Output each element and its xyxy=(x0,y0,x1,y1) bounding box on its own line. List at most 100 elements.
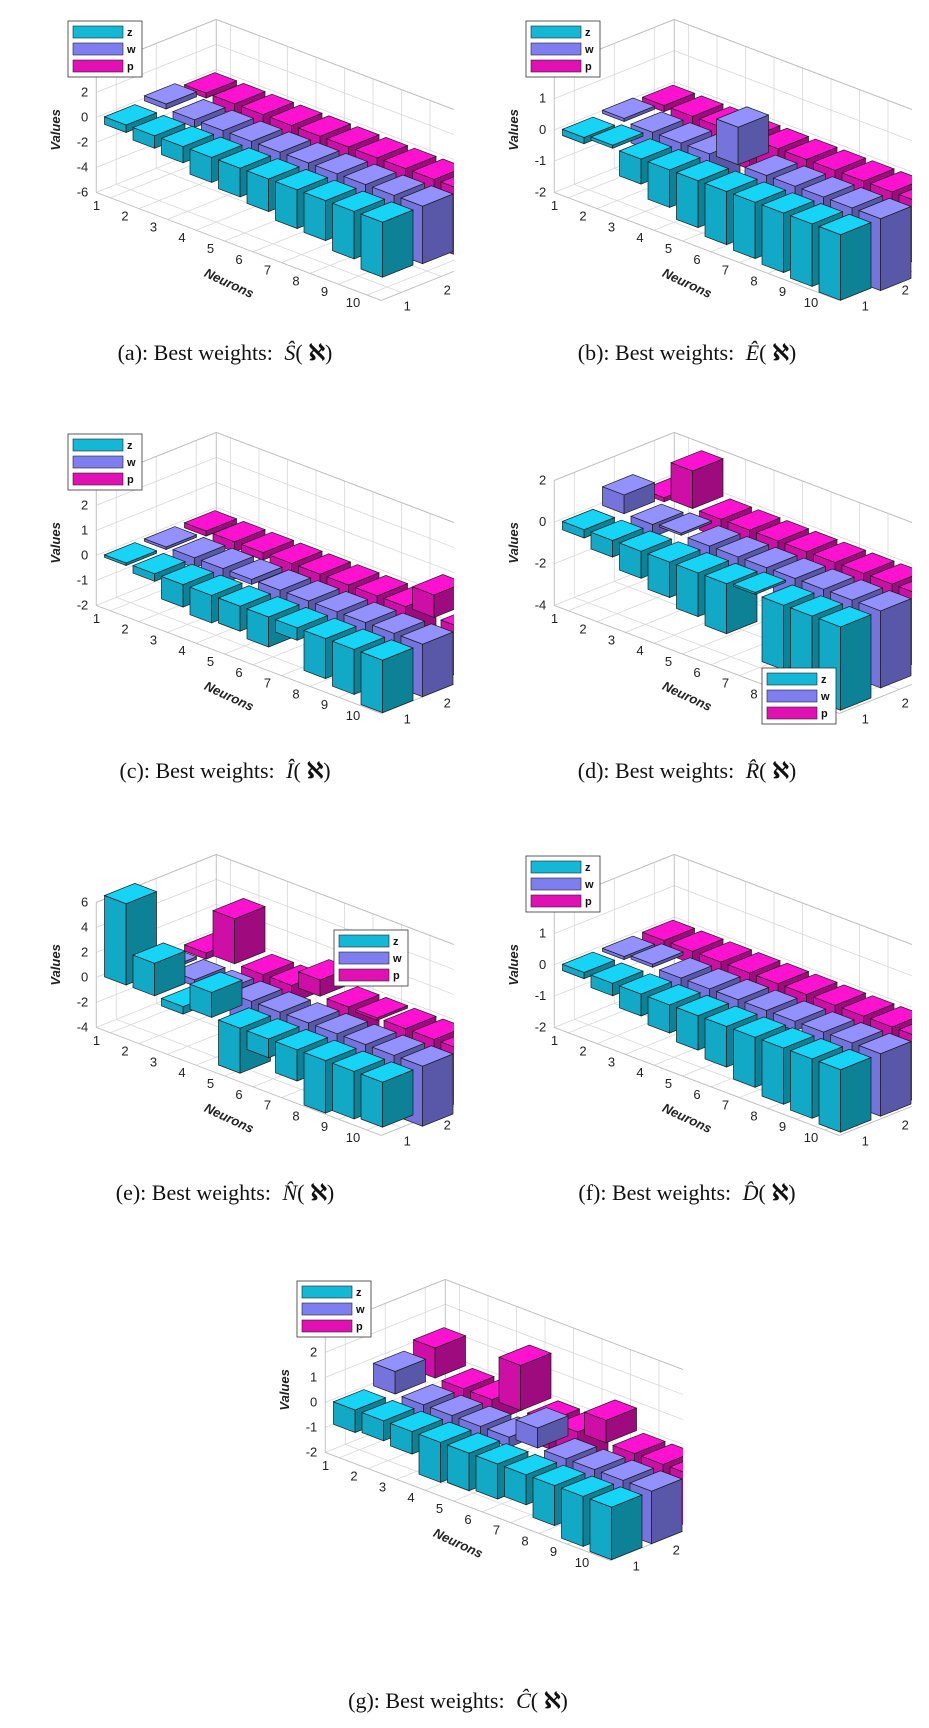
neuron-tick-label: 4 xyxy=(636,643,643,658)
neuron-tick-label: 3 xyxy=(608,632,615,647)
neuron-tick-label: 8 xyxy=(750,273,757,288)
caption-f-aleph: ℵ xyxy=(771,1180,789,1205)
bar-p-neuron-9 xyxy=(411,574,454,618)
neuron-tick-label: 1 xyxy=(93,198,100,213)
legend-swatch-z xyxy=(72,438,124,452)
z-tick-label: 1 xyxy=(81,522,88,537)
caption-a-prefix: Best weights: xyxy=(153,340,273,365)
neuron-tick-label: 6 xyxy=(235,665,242,680)
neuron-tick-label: 2 xyxy=(121,1044,128,1059)
neuron-tick-label: 6 xyxy=(693,665,700,680)
caption-b-prefix: Best weights: xyxy=(615,340,735,365)
depth-tick-label: 1 xyxy=(633,1558,640,1573)
legend-label-z: z xyxy=(393,936,399,948)
bar-w-neuron-3 xyxy=(658,512,713,536)
caption-b-label: (b): xyxy=(577,340,610,365)
z-axis-label: Values xyxy=(277,1369,292,1410)
caption-g: (g): Best weights: Ĉ(ℵ) xyxy=(348,1688,568,1713)
bar-p-neuron-4 xyxy=(498,1344,552,1411)
neuron-tick-label: 1 xyxy=(551,611,558,626)
z-tick-label: 1 xyxy=(539,91,546,106)
neurons-axis-label: Neurons xyxy=(202,1100,256,1136)
bar-z-neuron-1 xyxy=(103,542,158,567)
z-tick-label: 0 xyxy=(310,1394,317,1409)
neuron-tick-label: 3 xyxy=(150,1054,157,1069)
bar-z-neuron-10 xyxy=(360,201,414,278)
legend-label-w: w xyxy=(126,44,136,56)
caption-b: (b): Best weights: Ê(ℵ) xyxy=(577,340,797,365)
legend-label-w: w xyxy=(392,953,402,965)
depth-tick-label: 1 xyxy=(404,1133,411,1148)
neuron-tick-label: 5 xyxy=(207,1076,214,1091)
z-tick-label: 0 xyxy=(539,122,546,137)
legend-label-p: p xyxy=(393,970,400,982)
bars xyxy=(561,84,912,301)
legend-swatch-z xyxy=(530,25,582,39)
depth-tick-label: 2 xyxy=(902,282,909,297)
legend-swatch-w xyxy=(530,877,582,891)
neuron-tick-label: 10 xyxy=(575,1555,589,1570)
neurons-axis-label: Neurons xyxy=(202,265,256,301)
caption-c-symbol: Î xyxy=(286,758,294,783)
neurons-axis-label: Neurons xyxy=(202,678,256,714)
caption-g-prefix: Best weights: xyxy=(385,1688,505,1713)
neurons-axis-label: Neurons xyxy=(660,678,714,714)
legend-label-p: p xyxy=(127,474,134,486)
neuron-tick-label: 6 xyxy=(693,1087,700,1102)
depth-tick-label: 2 xyxy=(444,1117,451,1132)
legend-swatch-z xyxy=(301,1285,353,1299)
z-tick-label: -4 xyxy=(77,1019,89,1034)
z-axis-label: Values xyxy=(506,522,521,563)
neuron-tick-label: 8 xyxy=(292,273,299,288)
depth-tick-label: 1 xyxy=(404,298,411,313)
bar-w-neuron-1 xyxy=(143,83,198,110)
neuron-tick-label: 1 xyxy=(93,1033,100,1048)
z-tick-label: -1 xyxy=(306,1419,318,1434)
neuron-tick-label: 6 xyxy=(464,1512,471,1527)
neuron-tick-label: 7 xyxy=(264,1098,271,1113)
z-tick-label: -4 xyxy=(77,159,89,174)
chart-panel-b: -2-1012Values12345678910Neurons123zwp xyxy=(462,5,926,335)
legend-label-z: z xyxy=(127,440,133,452)
chart-panel-f: -2-1012Values12345678910Neurons123zwp xyxy=(462,840,926,1170)
caption-b-aleph: ℵ xyxy=(772,340,789,365)
neuron-tick-label: 1 xyxy=(551,1033,558,1048)
depth-tick-label: 2 xyxy=(673,1542,680,1557)
z-tick-label: -2 xyxy=(77,994,89,1009)
legend: zwp xyxy=(333,929,409,987)
legend: zwp xyxy=(67,433,143,491)
caption-c: (c): Best weights: Î(ℵ) xyxy=(119,758,331,783)
neuron-tick-label: 6 xyxy=(693,252,700,267)
legend-label-z: z xyxy=(585,27,591,39)
neuron-tick-label: 7 xyxy=(722,676,729,691)
caption-c-prefix: Best weights: xyxy=(155,758,275,783)
chart-panel-a: -6-4-2024Values12345678910Neurons123zwp xyxy=(4,5,468,335)
neuron-tick-label: 10 xyxy=(346,295,360,310)
z-tick-label: 4 xyxy=(81,919,88,934)
legend-label-z: z xyxy=(585,862,591,874)
depth-tick-label: 2 xyxy=(444,695,451,710)
legend-label-p: p xyxy=(127,61,134,73)
bar-p-neuron-2 xyxy=(212,898,266,965)
bar-z-neuron-2 xyxy=(132,942,186,997)
z-axis-label: Values xyxy=(506,109,521,150)
legend-label-p: p xyxy=(356,1321,363,1333)
caption-e-symbol: N̂ xyxy=(282,1180,298,1205)
bars xyxy=(103,72,454,278)
neuron-tick-label: 3 xyxy=(150,632,157,647)
caption-c-label: (c): xyxy=(119,758,150,783)
depth-tick-label: 2 xyxy=(902,695,909,710)
bar-z-neuron-4 xyxy=(189,971,243,1018)
neuron-tick-label: 2 xyxy=(121,209,128,224)
chart-g-svg: -2-10123Values12345678910Neurons123zwp xyxy=(277,1278,683,1573)
neuron-tick-label: 5 xyxy=(207,241,214,256)
bar-w-neuron-1 xyxy=(143,526,198,551)
neuron-tick-label: 7 xyxy=(722,263,729,278)
caption-g-label: (g): xyxy=(348,1688,380,1713)
neuron-tick-label: 7 xyxy=(493,1523,500,1538)
z-tick-label: 2 xyxy=(81,84,88,99)
caption-g-aleph: ℵ xyxy=(544,1688,561,1713)
bar-w-neuron-5 xyxy=(715,106,770,166)
caption-d-aleph: ℵ xyxy=(772,758,789,783)
neuron-tick-label: 2 xyxy=(579,1044,586,1059)
